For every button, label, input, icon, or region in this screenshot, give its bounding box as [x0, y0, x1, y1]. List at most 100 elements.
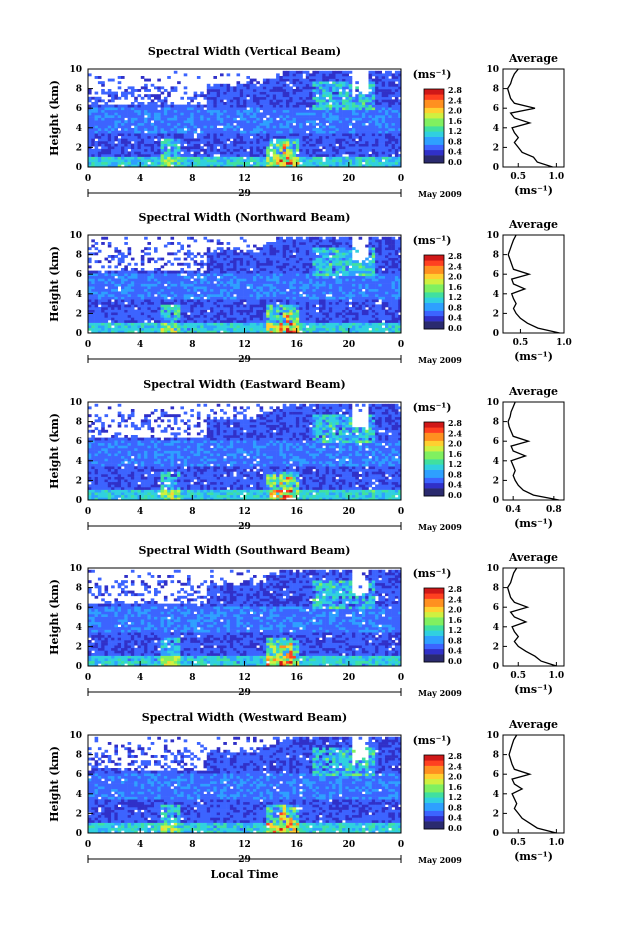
- colorbar-cell: [424, 770, 444, 774]
- y-tick-label: 8: [76, 85, 82, 95]
- colorbar-cell: [424, 789, 444, 793]
- colorbar-cell: [424, 91, 444, 95]
- inset-y-tick-label: 10: [486, 65, 499, 75]
- colorbar-tick-label: 1.6: [448, 282, 462, 292]
- colorbar-frame: [423, 754, 445, 830]
- colorbar-cell: [424, 126, 444, 129]
- colorbar-cell: [424, 323, 444, 327]
- colorbar-cell: [424, 792, 444, 795]
- inset-x-tick-label: 0.4: [505, 505, 521, 515]
- inset-title: Average: [508, 218, 558, 231]
- heatmap: [88, 236, 401, 333]
- colorbar-frame: [423, 421, 445, 497]
- colorbar-cell: [424, 609, 444, 613]
- colorbar-cell: [424, 472, 444, 476]
- colorbar-cell: [424, 255, 444, 258]
- y-tick-label: 0: [76, 662, 82, 672]
- x-tick-label: 8: [189, 174, 195, 184]
- colorbar-tick-label: 0.8: [448, 635, 462, 645]
- colorbar-cell: [424, 590, 444, 594]
- colorbar-cell: [424, 147, 444, 151]
- inset-frame: [502, 734, 565, 834]
- colorbar-cell: [424, 310, 444, 314]
- panel-title: Spectral Width (Northward Beam): [139, 211, 351, 224]
- month-label: May 2009: [418, 688, 462, 698]
- panel-title: Spectral Width (Eastward Beam): [143, 378, 345, 391]
- x-tick-label: 12: [238, 340, 251, 350]
- colorbar-tick-label: 0.4: [448, 480, 462, 490]
- colorbar-cell: [424, 477, 444, 481]
- colorbar-cell: [424, 640, 444, 644]
- colorbar-cell: [424, 432, 444, 436]
- colorbar-cell: [424, 136, 444, 140]
- colorbar-tick-label: 1.6: [448, 449, 462, 459]
- heatmap: [88, 736, 401, 833]
- colorbar-cell: [424, 466, 444, 470]
- y-tick-label: 2: [76, 809, 82, 819]
- colorbar-cell: [424, 155, 444, 159]
- x-tick-label: 12: [238, 507, 251, 517]
- x-tick-label: 0: [85, 507, 91, 517]
- colorbar-tick-label: 1.2: [448, 459, 462, 469]
- panel-title: Spectral Width (Southward Beam): [138, 544, 350, 557]
- colorbar-cell: [424, 630, 444, 634]
- colorbar-cell: [424, 315, 444, 319]
- colorbar-tick-label: 2.0: [448, 272, 462, 282]
- colorbar-cell: [424, 485, 444, 489]
- y-axis-label: Height (km): [48, 579, 61, 655]
- colorbar-cell: [424, 96, 444, 100]
- colorbar-cell: [424, 133, 444, 137]
- colorbar-tick-label: 0.8: [448, 302, 462, 312]
- colorbar-tick-label: 1.2: [448, 792, 462, 802]
- inset-y-tick-label: 4: [493, 457, 499, 467]
- colorbar-tick-label: 2.4: [448, 95, 462, 105]
- inset-x-tick-label: 0.5: [510, 671, 526, 681]
- colorbar-cell: [424, 104, 444, 108]
- x-tick-label: 4: [137, 840, 143, 850]
- x-tick-label: 0: [85, 174, 91, 184]
- colorbar-tick-label: 2.8: [448, 251, 462, 261]
- colorbar-cell: [424, 654, 444, 658]
- colorbar-cell: [424, 302, 444, 306]
- colorbar-tick-label: 1.6: [448, 782, 462, 792]
- colorbar-cell: [424, 270, 444, 274]
- inset-y-tick-label: 6: [493, 770, 499, 780]
- colorbar-cell: [424, 299, 444, 303]
- colorbar-tick-label: 1.2: [448, 625, 462, 635]
- panel-5: Spectral Width (Westward Beam) 0 2 4 6 8 10 Hei…: [48, 711, 565, 865]
- colorbar-cell: [424, 619, 444, 623]
- y-tick-label: 6: [76, 437, 82, 447]
- colorbar-cell: [424, 799, 444, 803]
- x-tick-label: 8: [189, 340, 195, 350]
- colorbar-tick-label: 1.2: [448, 292, 462, 302]
- x-tick-label: 0: [85, 340, 91, 350]
- colorbar-tick-label: 0.0: [448, 157, 462, 167]
- colorbar-cell: [424, 818, 444, 822]
- inset-y-tick-label: 10: [486, 731, 499, 741]
- colorbar-cell: [424, 765, 444, 769]
- colorbar-cell: [424, 595, 444, 599]
- x-tick-label: 4: [137, 340, 143, 350]
- colorbar-unit: (ms⁻¹): [413, 68, 452, 81]
- colorbar-cell: [424, 474, 444, 478]
- inset-y-tick-label: 6: [493, 104, 499, 114]
- inset-y-tick-label: 2: [493, 642, 499, 652]
- inset-x-tick-label: 1.0: [549, 671, 565, 681]
- colorbar-cell: [424, 659, 444, 663]
- inset-y-tick-label: 10: [486, 398, 499, 408]
- y-tick-label: 10: [69, 564, 82, 574]
- inset-x-tick-label: 1.0: [556, 338, 572, 348]
- month-label: May 2009: [418, 522, 462, 532]
- colorbar-unit: (ms⁻¹): [413, 234, 452, 247]
- colorbar-cell: [424, 813, 444, 817]
- inset-y-tick-label: 4: [493, 124, 499, 134]
- inset-x-label: (ms⁻¹): [514, 850, 553, 863]
- colorbar-tick-label: 0.0: [448, 823, 462, 833]
- colorbar-tick-label: 2.0: [448, 772, 462, 782]
- y-tick-label: 4: [76, 124, 82, 134]
- y-tick-label: 0: [76, 829, 82, 839]
- inset-frame: [502, 68, 565, 168]
- colorbar-cell: [424, 625, 444, 628]
- panel-title: Spectral Width (Vertical Beam): [148, 45, 341, 58]
